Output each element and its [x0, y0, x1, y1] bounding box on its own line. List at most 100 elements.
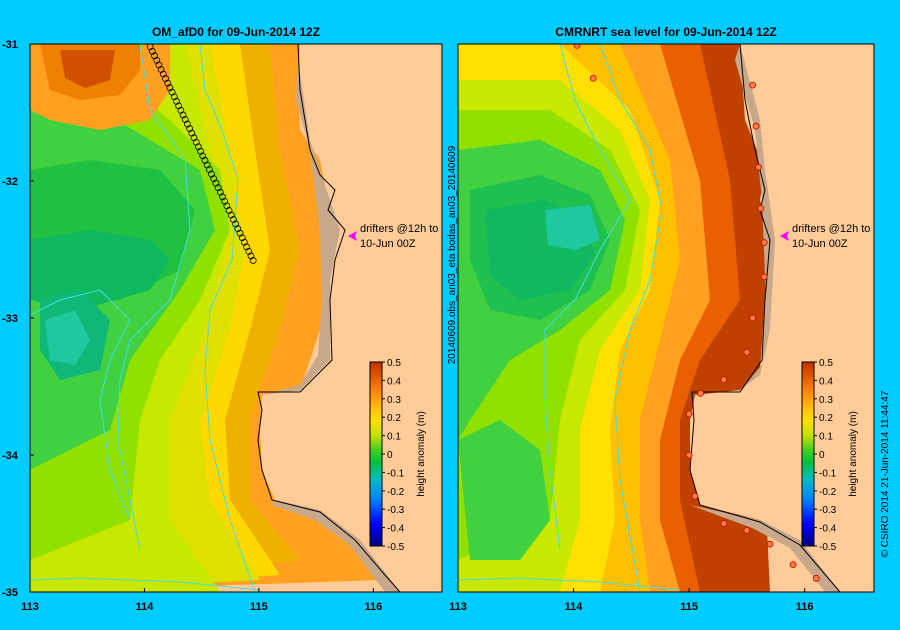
y-tick-label: -33	[2, 313, 18, 325]
x-tick-label: 115	[680, 601, 698, 613]
x-tick-label: 113	[449, 601, 467, 613]
drifter-point	[188, 129, 196, 137]
drifter-point	[184, 120, 191, 128]
drifter-point	[214, 184, 222, 192]
left-annotation-line-2: 10-Jun 00Z	[360, 238, 416, 250]
colorbar-tick-label: 0.3	[819, 395, 833, 406]
right-chart-title: CMRNRT sea level for 09-Jun-2014 12Z	[555, 25, 776, 39]
x-tick-label: 115	[250, 601, 268, 613]
drifter-point	[186, 125, 194, 132]
drifter-point	[243, 243, 250, 251]
x-tick-label: 114	[136, 601, 155, 613]
observation-point	[760, 239, 768, 247]
colorbar-tick-label: 0.5	[819, 358, 833, 369]
right-colorbar-label: height anomaly (m)	[848, 411, 859, 497]
drifter-point	[221, 197, 229, 205]
drifter-point	[208, 170, 215, 178]
drifter-point	[199, 152, 207, 160]
observation-point	[757, 204, 765, 212]
observation-point	[743, 526, 751, 534]
left-colorbar: 0.5 0.4 0.3 0.2 0.1 0 -0.1 -0.2 -0.3 -0.4 -0.5 hei…	[369, 358, 427, 553]
y-tick-label: -34	[2, 450, 19, 462]
right-colorbar: 0.5 0.4 0.3 0.2 0.1 0 -0.1 -0.2 -0.3 -0.4 -0.5 hei…	[801, 358, 859, 553]
drifter-point	[210, 175, 218, 183]
colorbar-tick-label: -0.3	[387, 505, 405, 516]
x-axis-ticks-left: 113 114 115 116	[21, 588, 382, 613]
x-tick-label: 113	[21, 601, 39, 613]
x-tick-label: 116	[364, 601, 382, 613]
right-map-panel	[458, 44, 874, 592]
observation-point	[697, 389, 705, 397]
observation-markers	[573, 44, 820, 582]
observation-point	[812, 574, 820, 582]
drifter-point	[173, 97, 180, 105]
colorbar-tick-label: -0.5	[387, 542, 405, 553]
left-colorbar-label: height anomaly (m)	[416, 411, 427, 497]
drifter-point	[164, 79, 172, 87]
drifter-point	[157, 66, 165, 73]
left-drifter-annotation: drifters @12h to 10-Jun 00Z	[348, 223, 438, 250]
drifter-point	[249, 257, 257, 264]
right-annotation-line-1: drifters @12h to	[792, 223, 870, 235]
drifter-point	[179, 111, 187, 119]
observation-point	[766, 540, 774, 548]
drifter-point	[225, 207, 233, 214]
y-tick-label: -32	[2, 176, 18, 188]
left-chart-title: OM_afD0 for 09-Jun-2014 12Z	[152, 25, 320, 39]
left-annotation-line-1: drifters @12h to	[360, 223, 438, 235]
drifter-point	[238, 234, 246, 242]
colorbar-tick-label: -0.4	[819, 524, 837, 535]
colorbar-tick-label: 0.4	[387, 376, 401, 387]
colorbar-tick-label: 0.2	[387, 413, 401, 424]
observation-point	[752, 122, 760, 130]
colorbar-tick-label: 0.4	[819, 376, 833, 387]
y-axis-ticks: -31 -32 -33 -34 -35	[2, 39, 34, 599]
drifter-point	[219, 193, 226, 201]
drifter-point	[236, 229, 244, 237]
colorbar-tick-label: 0.2	[819, 413, 833, 424]
observation-point	[720, 376, 728, 384]
drifter-point	[146, 44, 154, 51]
observation-point	[760, 273, 768, 281]
drifter-point	[170, 93, 178, 101]
side-file-label: 20140609.obs_an03_eta bodas_an03_2014060…	[447, 145, 458, 364]
observation-point	[720, 520, 728, 527]
drifter-point	[166, 84, 174, 92]
drifter-point	[151, 52, 158, 60]
colorbar-tick-label: 0	[387, 450, 393, 461]
observation-point	[789, 561, 797, 568]
observation-point	[685, 410, 693, 418]
colorbar-tick-label: 0	[819, 450, 825, 461]
drifter-point	[153, 56, 161, 64]
x-tick-label: 116	[796, 601, 814, 613]
colorbar-tick-label: -0.2	[387, 487, 405, 498]
drifter-point	[168, 88, 176, 96]
observation-point	[755, 163, 762, 171]
credit-text: © CSIRO 2014 21-Jun-2014 11:44:47	[880, 390, 891, 557]
drifter-point	[230, 216, 237, 223]
drifter-point	[175, 102, 183, 110]
drifter-point	[234, 225, 242, 233]
x-axis-ticks-right: 113 114 115 116	[449, 588, 814, 613]
colorbar-tick-label: -0.1	[819, 468, 837, 479]
drifter-point	[223, 202, 231, 210]
drifter-point	[181, 116, 189, 123]
drifter-point	[201, 157, 209, 164]
colorbar-tick-label: 0.3	[387, 395, 401, 406]
observation-point	[685, 451, 693, 459]
drifter-track	[146, 44, 257, 264]
drifter-point	[245, 247, 253, 255]
x-tick-label: 114	[565, 601, 584, 613]
drifter-point	[177, 107, 185, 114]
colorbar-tick-label: 0.1	[387, 432, 401, 443]
drifter-point	[194, 143, 202, 151]
drifter-point	[155, 61, 163, 69]
observation-point	[749, 314, 757, 322]
drifter-point	[247, 252, 255, 260]
y-tick-label: -35	[2, 587, 18, 599]
colorbar-tick-label: -0.2	[819, 487, 837, 498]
drifter-point	[190, 134, 198, 142]
observation-point	[749, 81, 757, 89]
drifter-arrow-icon	[780, 231, 789, 241]
